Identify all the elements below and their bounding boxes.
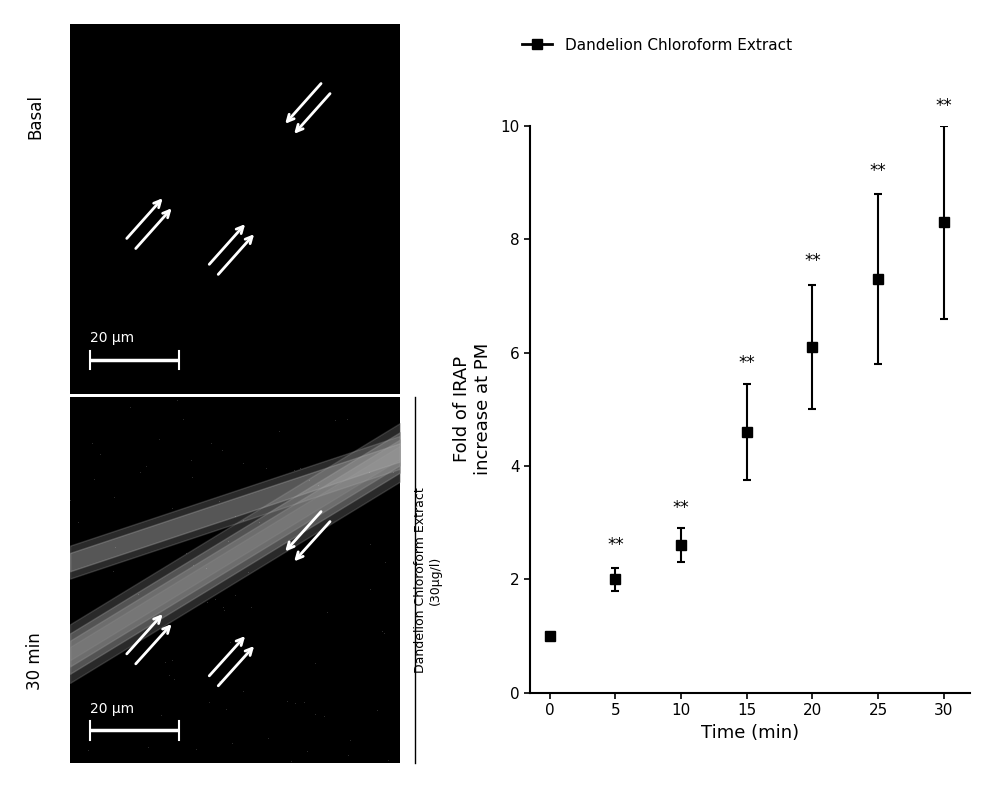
- Point: [216, 604, 232, 616]
- Point: [198, 562, 214, 575]
- Point: [178, 547, 194, 560]
- Point: [175, 413, 191, 426]
- Point: [184, 471, 200, 483]
- Point: [161, 669, 177, 682]
- Point: [342, 733, 358, 746]
- Point: [164, 654, 180, 667]
- Text: 30 min: 30 min: [26, 632, 44, 689]
- Point: [220, 534, 236, 547]
- Text: **: **: [935, 97, 952, 115]
- Text: **: **: [673, 499, 689, 517]
- Point: [166, 673, 182, 685]
- Point: [185, 559, 201, 571]
- Point: [84, 437, 100, 449]
- Point: [260, 732, 276, 745]
- Y-axis label: Fold of IRAP
increase at PM: Fold of IRAP increase at PM: [453, 343, 492, 475]
- Point: [105, 565, 121, 578]
- Point: [169, 394, 185, 406]
- Point: [203, 436, 219, 449]
- Text: Basal: Basal: [26, 94, 44, 139]
- Point: [287, 696, 303, 709]
- Point: [62, 494, 78, 507]
- Point: [138, 460, 154, 472]
- Point: [218, 702, 234, 715]
- Point: [199, 596, 215, 608]
- Point: [207, 593, 223, 606]
- Point: [283, 755, 299, 767]
- Point: [122, 401, 138, 413]
- Point: [301, 474, 317, 486]
- Point: [164, 502, 180, 515]
- Point: [376, 626, 392, 639]
- Point: [380, 754, 396, 767]
- Text: **: **: [607, 536, 624, 554]
- Point: [361, 465, 377, 478]
- Point: [307, 708, 323, 720]
- Point: [153, 708, 169, 721]
- Point: [235, 685, 251, 697]
- Point: [106, 490, 122, 503]
- Point: [369, 704, 385, 716]
- Point: [310, 478, 326, 491]
- Point: [251, 515, 267, 528]
- Point: [132, 466, 148, 478]
- Point: [140, 741, 156, 753]
- Text: **: **: [804, 253, 821, 271]
- Point: [201, 695, 217, 708]
- Point: [70, 516, 86, 529]
- Point: [80, 744, 96, 756]
- Point: [374, 625, 390, 637]
- Point: [227, 589, 243, 601]
- Point: [211, 675, 227, 688]
- Point: [214, 444, 230, 456]
- Point: [215, 600, 231, 613]
- Point: [286, 464, 302, 477]
- Point: [296, 696, 312, 708]
- Point: [385, 466, 401, 478]
- Point: [292, 461, 308, 474]
- Point: [235, 514, 251, 527]
- Point: [307, 656, 323, 669]
- Point: [362, 538, 378, 550]
- Point: [319, 605, 335, 618]
- Point: [227, 510, 243, 523]
- Point: [183, 454, 199, 467]
- Point: [157, 656, 173, 668]
- Point: [340, 748, 356, 761]
- Point: [222, 636, 238, 648]
- Text: Dandelion Chloroform Extract
(30μg/l): Dandelion Chloroform Extract (30μg/l): [414, 487, 442, 674]
- Legend: Dandelion Chloroform Extract: Dandelion Chloroform Extract: [516, 31, 798, 59]
- Point: [362, 583, 378, 596]
- Point: [327, 413, 343, 426]
- Point: [211, 494, 227, 507]
- X-axis label: Time (min): Time (min): [701, 723, 799, 741]
- Point: [339, 412, 355, 425]
- Point: [86, 472, 102, 485]
- Point: [87, 696, 103, 709]
- Point: [130, 588, 146, 600]
- Point: [299, 745, 315, 757]
- Point: [188, 742, 204, 755]
- Point: [243, 600, 259, 613]
- Text: **: **: [870, 162, 886, 179]
- Point: [279, 695, 295, 708]
- Point: [92, 448, 108, 460]
- Text: **: **: [738, 354, 755, 372]
- Point: [271, 424, 287, 437]
- Point: [316, 710, 332, 722]
- Point: [377, 556, 393, 568]
- Point: [258, 461, 274, 474]
- Text: 20 μm: 20 μm: [90, 331, 134, 345]
- Point: [107, 541, 123, 553]
- Point: [240, 566, 256, 578]
- Point: [235, 456, 251, 469]
- Point: [151, 432, 167, 445]
- Point: [224, 737, 240, 749]
- Text: 20 μm: 20 μm: [90, 702, 134, 716]
